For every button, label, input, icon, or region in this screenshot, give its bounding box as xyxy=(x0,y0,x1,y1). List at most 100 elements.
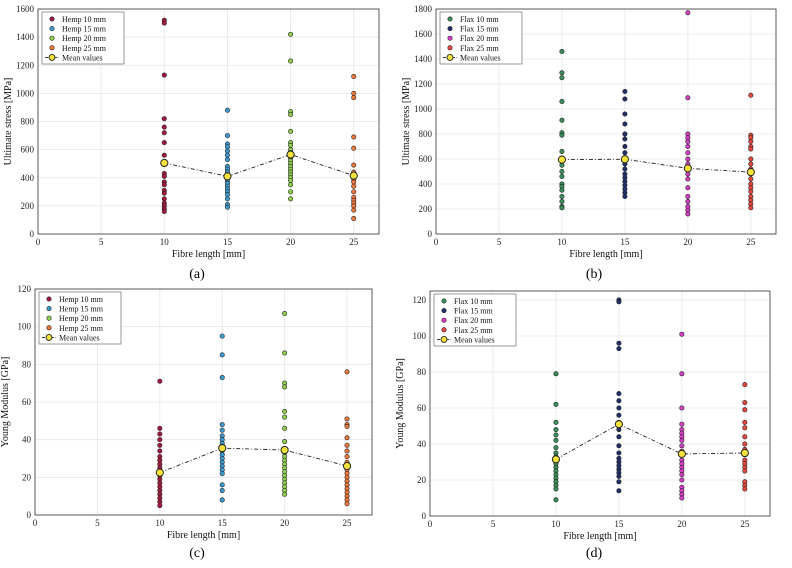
legend-label: Hemp 25 mm xyxy=(59,324,104,333)
y-tick-label: 1400 xyxy=(414,54,433,64)
data-point xyxy=(559,169,565,175)
x-tick-label: 0 xyxy=(428,519,433,529)
data-point xyxy=(351,207,357,213)
x-tick-label: 20 xyxy=(677,519,687,529)
data-point xyxy=(622,166,628,172)
data-point xyxy=(616,405,622,411)
data-point xyxy=(622,144,628,150)
x-tick-label: 25 xyxy=(740,519,750,529)
y-tick-label: 800 xyxy=(21,117,35,127)
series-hemp-15-mm xyxy=(224,107,230,210)
data-point xyxy=(288,31,294,37)
data-point xyxy=(685,194,691,200)
data-point xyxy=(351,90,357,96)
data-point xyxy=(351,203,357,209)
y-tick-label: 100 xyxy=(413,331,427,341)
y-tick-label: 400 xyxy=(419,179,433,189)
data-point xyxy=(748,176,754,182)
legend-label: Hemp 25 mm xyxy=(62,44,107,53)
data-point xyxy=(157,437,163,443)
data-point xyxy=(351,189,357,195)
mean-marker xyxy=(155,468,164,477)
data-point xyxy=(161,116,167,122)
data-point xyxy=(622,150,628,156)
x-tick-label: 5 xyxy=(95,518,100,528)
mean-line xyxy=(164,154,354,177)
data-point xyxy=(288,182,294,188)
data-point xyxy=(553,427,559,433)
data-point xyxy=(742,400,748,406)
y-tick-label: 0 xyxy=(27,510,32,520)
y-tick-label: 40 xyxy=(417,439,427,449)
data-point xyxy=(553,419,559,425)
x-tick-label: 5 xyxy=(497,237,502,247)
plot-frame xyxy=(34,288,373,516)
legend-label: Flax 25 mm xyxy=(454,326,493,335)
data-point xyxy=(219,375,225,381)
data-point xyxy=(616,450,622,456)
data-point xyxy=(161,140,167,146)
data-point xyxy=(157,503,163,509)
data-point xyxy=(224,192,230,198)
data-point xyxy=(742,407,748,413)
legend-marker xyxy=(49,16,55,22)
data-point xyxy=(679,371,685,377)
data-point xyxy=(219,471,225,477)
y-axis-label: Ultimate stress [MPa] xyxy=(401,78,412,166)
data-point xyxy=(288,178,294,184)
data-point xyxy=(553,371,559,377)
legend-label: Mean values xyxy=(62,53,103,62)
data-point xyxy=(748,139,754,145)
data-point xyxy=(679,405,685,411)
legend-marker xyxy=(441,327,447,333)
legend-marker xyxy=(46,296,52,302)
legend-label: Hemp 10 mm xyxy=(59,295,104,304)
data-point xyxy=(679,331,685,337)
data-point xyxy=(559,75,565,81)
data-point xyxy=(344,448,350,454)
data-point xyxy=(157,378,163,384)
chart-panel-d: 0 5 10 15 20 25 0 20 40 60 80 100 120 Fibre length [m… xyxy=(395,290,771,561)
data-point xyxy=(282,384,288,390)
data-point xyxy=(622,131,628,137)
mean-marker xyxy=(746,168,755,177)
legend-label: Hemp 15 mm xyxy=(62,25,107,34)
data-point xyxy=(559,70,565,76)
legend-box xyxy=(41,11,125,65)
y-tick-label: 600 xyxy=(419,154,433,164)
legend-box xyxy=(433,293,517,347)
x-tick-label: 15 xyxy=(218,518,228,528)
legend-label: Flax 10 mm xyxy=(460,15,499,24)
data-point xyxy=(351,183,357,189)
data-point xyxy=(351,95,357,101)
y-tick-label: 200 xyxy=(21,201,35,211)
data-point xyxy=(748,92,754,98)
x-tick-label: 10 xyxy=(557,237,567,247)
plot-frame xyxy=(435,8,777,235)
y-axis-label: Young Modulus [GPa] xyxy=(395,358,406,449)
x-axis-label: Fibre length [mm] xyxy=(172,249,245,260)
data-point xyxy=(224,144,230,150)
data-point xyxy=(161,209,167,215)
y-tick-label: 1800 xyxy=(414,4,433,14)
data-point xyxy=(351,179,357,185)
data-point xyxy=(616,391,622,397)
data-point xyxy=(685,150,691,156)
data-point xyxy=(161,20,167,26)
x-tick-label: 25 xyxy=(746,237,756,247)
legend-marker xyxy=(447,16,453,22)
legend-label: Flax 20 mm xyxy=(454,316,493,325)
y-tick-label: 40 xyxy=(22,435,32,445)
mean-marker xyxy=(551,455,561,464)
data-point xyxy=(282,350,288,356)
data-point xyxy=(344,442,350,448)
legend-box xyxy=(439,11,523,65)
data-point xyxy=(748,156,754,162)
data-point xyxy=(685,10,691,16)
legend-label: Flax 20 mm xyxy=(460,34,499,43)
legend-mean-marker xyxy=(446,53,454,61)
legend-label: Flax 25 mm xyxy=(460,44,499,53)
